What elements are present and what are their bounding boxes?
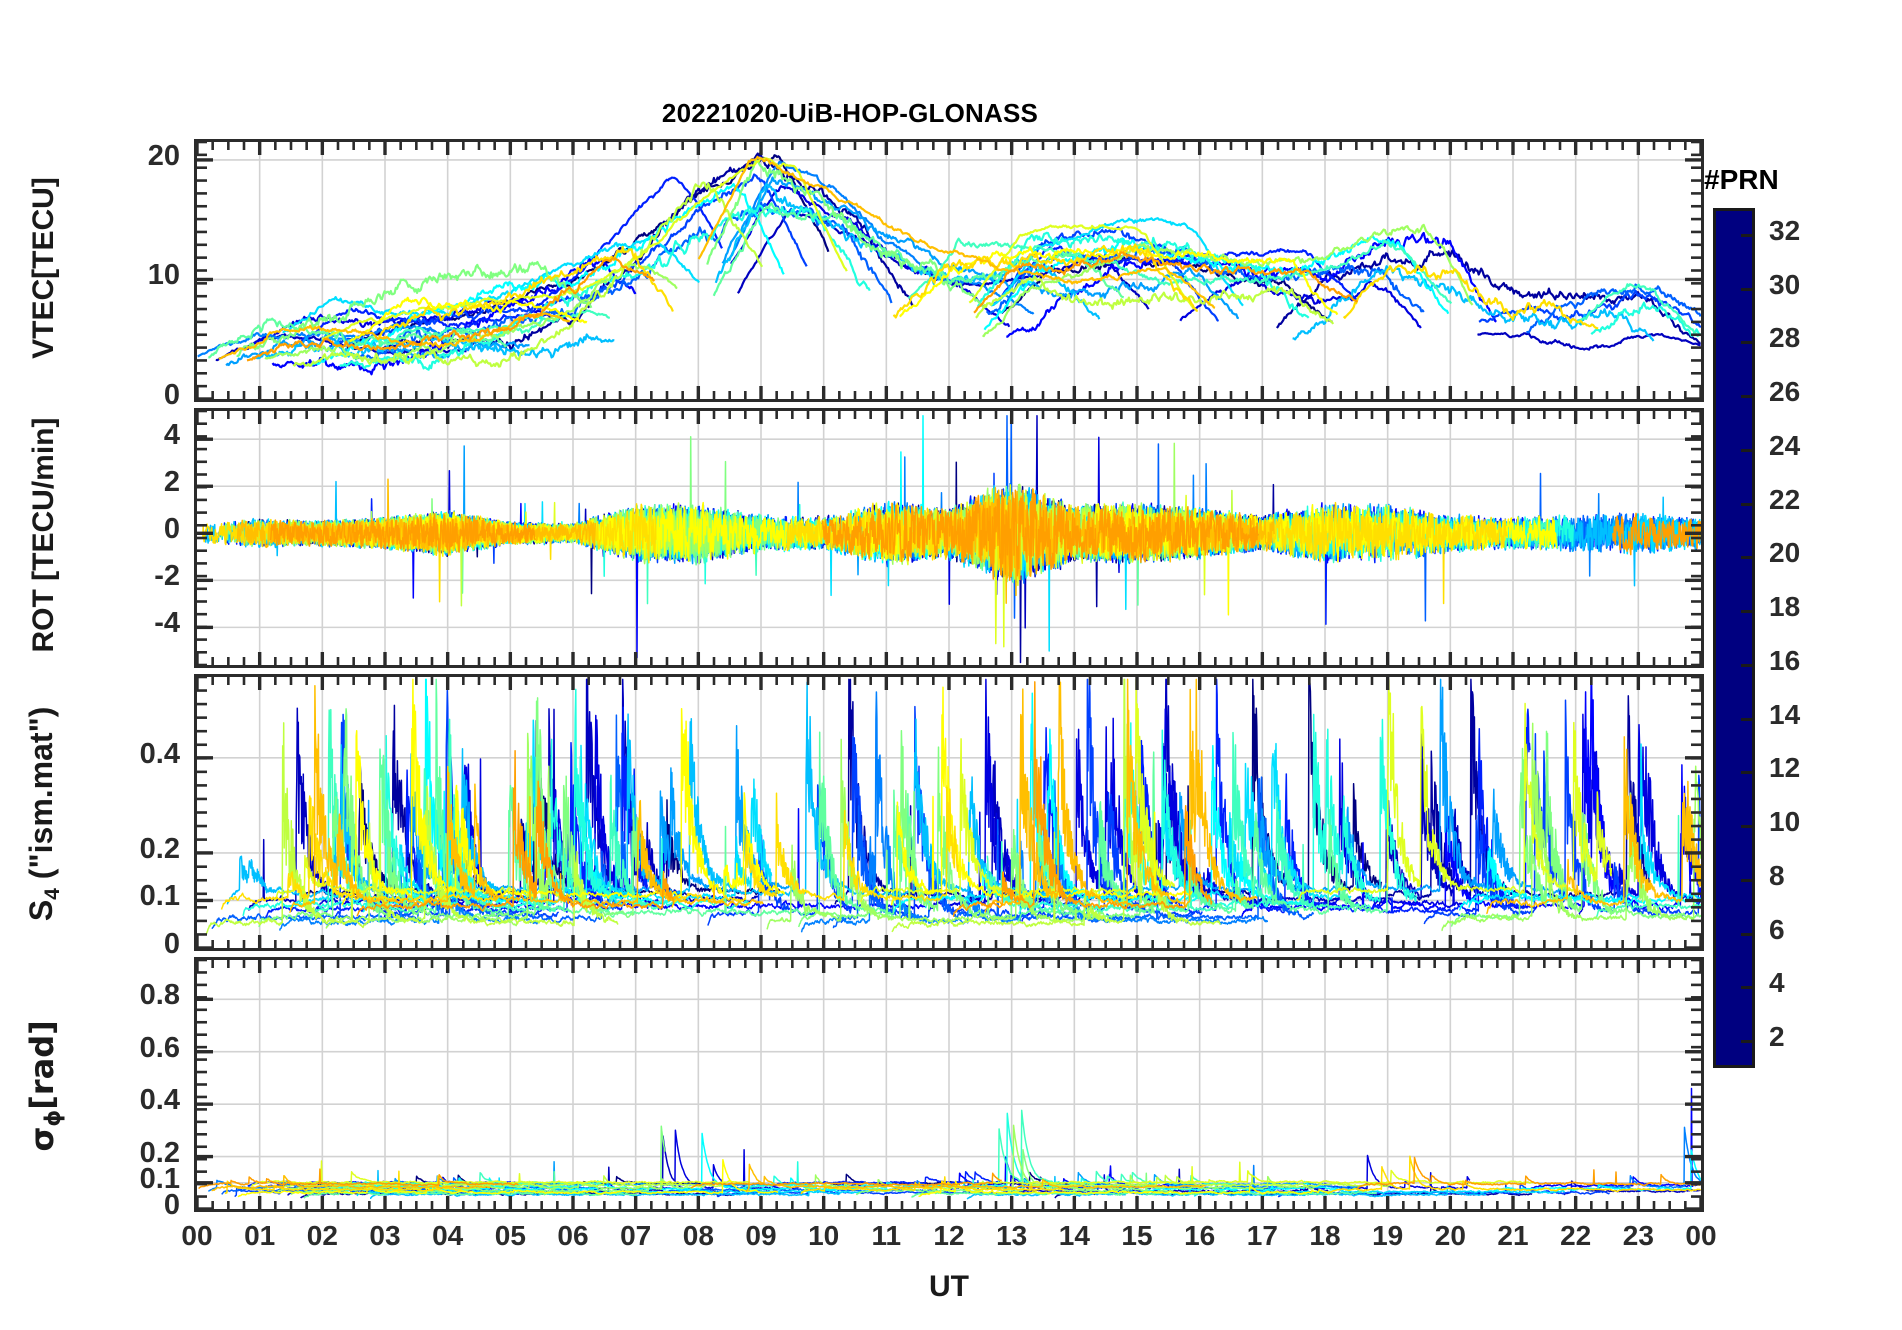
ytick-label: 0 [163, 379, 180, 411]
sigma-rest: [rad] [23, 1019, 62, 1110]
colorbar-tick-mark [1741, 663, 1752, 667]
ytick-label: 20 [147, 139, 180, 172]
ytick-label: -2 [154, 560, 180, 593]
colorbar-tick-label: 26 [1769, 376, 1801, 408]
axis-label-vtec: VTEC[TECU] [27, 176, 60, 359]
colorbar-tick-label: 16 [1769, 644, 1801, 676]
ytick-label: 0.1 [139, 880, 180, 913]
colorbar-tick-label: 24 [1769, 429, 1801, 461]
ytick-label: 0.8 [139, 979, 180, 1012]
ytick-label: 2 [163, 466, 180, 499]
colorbar-tick-mark [1741, 610, 1752, 614]
ytick-label: 0.1 [139, 1162, 180, 1195]
xtick-label: 16 [1184, 1220, 1216, 1251]
xtick-label: 17 [1246, 1220, 1278, 1251]
sigma-subscript: ϕ [39, 1109, 65, 1127]
xtick-label: 00 [1685, 1220, 1717, 1251]
xtick-label: 20 [1434, 1220, 1466, 1251]
xtick-label: 07 [620, 1220, 652, 1251]
ytick-label: 4 [163, 419, 180, 452]
panel-rot [194, 408, 1704, 668]
xtick-label: 14 [1058, 1220, 1090, 1251]
colorbar-tick-label: 14 [1769, 698, 1801, 730]
colorbar-tick-label: 22 [1769, 483, 1801, 515]
colorbar-tick-mark [1741, 233, 1752, 237]
ytick-label: 0 [163, 1189, 180, 1221]
colorbar-tick-label: 28 [1769, 322, 1801, 354]
colorbar-tick-mark [1741, 448, 1752, 452]
xtick-label: 22 [1560, 1220, 1592, 1251]
colorbar-tick-mark [1741, 395, 1752, 399]
ytick-label: 0.2 [139, 1136, 180, 1169]
panel-s4 [194, 674, 1704, 951]
axis-label-ut: UT [929, 1270, 969, 1303]
xtick-label: 19 [1372, 1220, 1404, 1251]
xtick-label: 01 [244, 1220, 276, 1251]
colorbar-title: #PRN [1704, 164, 1779, 195]
xtick-label: 00 [181, 1220, 213, 1251]
colorbar-tick-mark [1741, 502, 1752, 506]
colorbar-tick-label: 10 [1769, 806, 1801, 838]
colorbar-tick-mark [1741, 932, 1752, 936]
xtick-label: 06 [557, 1220, 589, 1251]
xtick-label: 18 [1309, 1220, 1341, 1251]
ytick-label: 0.6 [139, 1031, 180, 1064]
colorbar-tick-mark [1741, 771, 1752, 775]
ytick-label: 0.4 [139, 1084, 180, 1117]
colorbar-tick-label: 20 [1769, 537, 1801, 569]
panel-sigma-phi [194, 957, 1704, 1212]
ytick-label: 0.2 [139, 832, 180, 865]
colorbar-tick-label: 8 [1769, 859, 1785, 891]
colorbar-tick-label: 2 [1769, 1021, 1785, 1053]
xtick-label: 05 [494, 1220, 526, 1251]
axis-label-rot: ROT [TECU/min] [27, 417, 60, 653]
colorbar-tick-label: 4 [1769, 967, 1785, 999]
colorbar-tick-label: 12 [1769, 752, 1801, 784]
axis-label-sigma-phi: σϕ[rad] [23, 960, 65, 1210]
colorbar-tick-mark [1741, 287, 1752, 291]
colorbar-tick-label: 18 [1769, 591, 1801, 623]
ytick-label: 0 [163, 513, 180, 546]
ytick-label: 10 [147, 259, 180, 292]
colorbar-tick-mark [1741, 825, 1752, 829]
xtick-label: 04 [432, 1220, 464, 1251]
xtick-label: 13 [996, 1220, 1028, 1251]
xtick-label: 15 [1121, 1220, 1153, 1251]
ytick-label: 0 [163, 928, 180, 960]
ytick-label: 0.4 [139, 737, 180, 770]
s4-rest: ("ism.mat") [23, 706, 60, 888]
xtick-label: 08 [682, 1220, 714, 1251]
colorbar-tick-mark [1741, 1040, 1752, 1044]
colorbar-tick-mark [1741, 717, 1752, 721]
xtick-label: 03 [369, 1220, 401, 1251]
colorbar [1713, 208, 1755, 1068]
colorbar-tick-mark [1741, 556, 1752, 560]
xtick-label: 10 [808, 1220, 840, 1251]
ytick-label: -4 [154, 607, 180, 640]
colorbar-tick-label: 32 [1769, 214, 1801, 246]
xtick-label: 21 [1497, 1220, 1529, 1251]
page-title: 20221020-UiB-HOP-GLONASS [661, 98, 1039, 128]
s4-base: S [23, 899, 60, 921]
s4-subscript: 4 [40, 887, 64, 900]
colorbar-tick-mark [1741, 878, 1752, 882]
xtick-label: 12 [933, 1220, 965, 1251]
colorbar-tick-label: 30 [1769, 268, 1801, 300]
axis-label-s4: S4 ("ism.mat") [23, 663, 65, 963]
xtick-label: 02 [306, 1220, 338, 1251]
colorbar-tick-mark [1741, 986, 1752, 990]
xtick-label: 23 [1622, 1220, 1654, 1251]
sigma-base: σ [23, 1126, 62, 1152]
panel-vtec [194, 139, 1704, 402]
xtick-label: 11 [871, 1220, 902, 1251]
xtick-label: 09 [745, 1220, 777, 1251]
colorbar-tick-mark [1741, 341, 1752, 345]
colorbar-tick-label: 6 [1769, 913, 1785, 945]
